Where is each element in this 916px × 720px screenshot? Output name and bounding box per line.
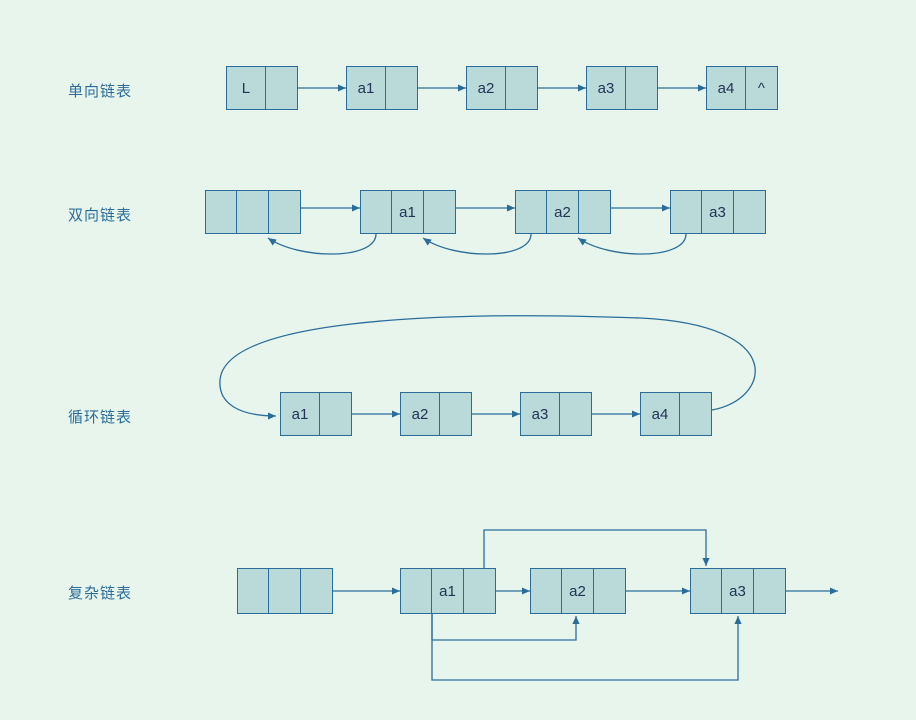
- circular-node-0-cell-0: a1: [281, 393, 320, 435]
- singly-node-1-cell-1: [386, 67, 417, 109]
- complex-node-1-cell-0: [401, 569, 432, 613]
- doubly-node-1-cell-1: a1: [392, 191, 423, 233]
- complex-node-2-cell-2: [594, 569, 625, 613]
- complex-node-3: a3: [690, 568, 786, 614]
- circular-node-1-cell-0: a2: [401, 393, 440, 435]
- doubly-node-0-cell-1: [237, 191, 268, 233]
- circular-node-1-cell-1: [440, 393, 471, 435]
- circular-node-1: a2: [400, 392, 472, 436]
- singly-node-3-cell-0: a3: [587, 67, 626, 109]
- singly-node-3: a3: [586, 66, 658, 110]
- doubly-node-3-cell-0: [671, 191, 702, 233]
- doubly-node-3-cell-2: [734, 191, 765, 233]
- circular-node-3: a4: [640, 392, 712, 436]
- doubly-node-1: a1: [360, 190, 456, 234]
- doubly-node-0-cell-0: [206, 191, 237, 233]
- complex-node-2-cell-0: [531, 569, 562, 613]
- label-complex: 复杂链表: [68, 582, 132, 603]
- doubly-node-2-cell-2: [579, 191, 610, 233]
- complex-node-1: a1: [400, 568, 496, 614]
- circular-node-3-cell-1: [680, 393, 711, 435]
- circular-node-2-cell-1: [560, 393, 591, 435]
- circular-node-2-cell-0: a3: [521, 393, 560, 435]
- doubly-node-2-cell-0: [516, 191, 547, 233]
- complex-node-1-cell-1: a1: [432, 569, 463, 613]
- singly-node-4-cell-1: ^: [746, 67, 777, 109]
- complex-node-3-cell-2: [754, 569, 785, 613]
- complex-node-0-cell-2: [301, 569, 332, 613]
- singly-node-2-cell-0: a2: [467, 67, 506, 109]
- singly-node-1-cell-0: a1: [347, 67, 386, 109]
- label-singly: 单向链表: [68, 80, 132, 101]
- singly-node-3-cell-1: [626, 67, 657, 109]
- complex-node-3-cell-0: [691, 569, 722, 613]
- complex-node-2-cell-1: a2: [562, 569, 593, 613]
- label-doubly: 双向链表: [68, 204, 132, 225]
- singly-node-0-cell-0: L: [227, 67, 266, 109]
- complex-node-1-cell-2: [464, 569, 495, 613]
- doubly-node-2-cell-1: a2: [547, 191, 578, 233]
- doubly-node-3: a3: [670, 190, 766, 234]
- circular-node-3-cell-0: a4: [641, 393, 680, 435]
- doubly-node-2: a2: [515, 190, 611, 234]
- circular-node-0-cell-1: [320, 393, 351, 435]
- doubly-node-0-cell-2: [269, 191, 300, 233]
- doubly-node-3-cell-1: a3: [702, 191, 733, 233]
- circular-node-2: a3: [520, 392, 592, 436]
- complex-node-3-cell-1: a3: [722, 569, 753, 613]
- doubly-node-1-cell-2: [424, 191, 455, 233]
- singly-node-2-cell-1: [506, 67, 537, 109]
- complex-node-0-cell-0: [238, 569, 269, 613]
- singly-node-4-cell-0: a4: [707, 67, 746, 109]
- singly-node-0-cell-1: [266, 67, 297, 109]
- complex-node-2: a2: [530, 568, 626, 614]
- doubly-node-0: [205, 190, 301, 234]
- complex-node-0: [237, 568, 333, 614]
- doubly-node-1-cell-0: [361, 191, 392, 233]
- singly-node-4: a4^: [706, 66, 778, 110]
- complex-node-0-cell-1: [269, 569, 300, 613]
- singly-node-0: L: [226, 66, 298, 110]
- singly-node-1: a1: [346, 66, 418, 110]
- label-circular: 循环链表: [68, 406, 132, 427]
- singly-node-2: a2: [466, 66, 538, 110]
- circular-node-0: a1: [280, 392, 352, 436]
